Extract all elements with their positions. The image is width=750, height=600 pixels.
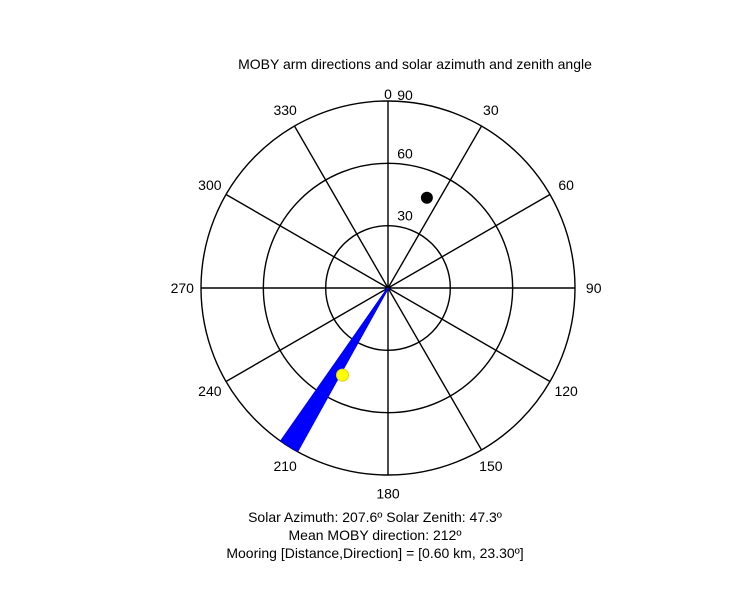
radial-label-30: 30	[397, 208, 413, 224]
angle-label-120: 120	[554, 383, 578, 399]
angle-label-90: 90	[586, 280, 602, 296]
mooring-point	[420, 191, 433, 204]
angle-label-330: 330	[273, 102, 297, 118]
chart-title: MOBY arm directions and solar azimuth an…	[238, 56, 592, 72]
caption-moby-direction: Mean MOBY direction: 212º	[288, 527, 462, 543]
radial-label-90: 90	[397, 87, 413, 103]
angle-label-240: 240	[198, 383, 222, 399]
angle-label-270: 270	[171, 280, 195, 296]
angle-label-60: 60	[558, 177, 574, 193]
tick-labels: 0 30 60 90 120 150 180 210 240 270 300 330 30 60 90	[171, 86, 602, 502]
angle-label-0: 0	[384, 86, 392, 102]
caption-solar: Solar Azimuth: 207.6º Solar Zenith: 47.3…	[248, 509, 502, 525]
angle-label-300: 300	[198, 177, 222, 193]
radial-label-60: 60	[397, 145, 413, 161]
angle-label-150: 150	[479, 458, 503, 474]
caption-mooring: Mooring [Distance,Direction] = [0.60 km,…	[226, 545, 524, 561]
angle-label-180: 180	[376, 486, 400, 502]
moby-arm-lines	[280, 287, 389, 452]
angle-label-30: 30	[483, 102, 499, 118]
angle-label-210: 210	[273, 458, 297, 474]
arm-line	[280, 287, 389, 442]
points-layer	[335, 191, 433, 382]
sun-point	[335, 368, 349, 382]
